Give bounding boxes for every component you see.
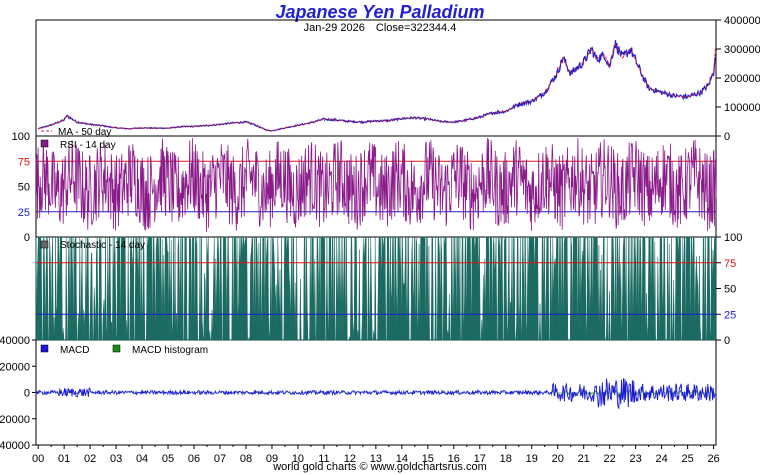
rsi-y-tick-label: 50 — [18, 182, 30, 194]
rsi-y-tick-label: 100 — [12, 131, 30, 143]
chart-subtitle: Jan-29 2026 Close=322344.4 — [0, 22, 760, 34]
x-tick-label: 05 — [162, 453, 174, 465]
stoch-y-tick-label: 25 — [724, 309, 736, 321]
price-y-tick-label: 0 — [724, 131, 730, 143]
x-tick-label: 17 — [474, 453, 486, 465]
price-y-tick-label: 100000 — [724, 102, 760, 114]
x-tick-label: 16 — [448, 453, 460, 465]
macd-y-tick-label: -40000 — [0, 440, 30, 452]
rsi-y-tick-label: 25 — [18, 207, 30, 219]
x-tick-label: 19 — [526, 453, 538, 465]
rsi-y-tick-label: 75 — [18, 156, 30, 168]
price-line — [38, 40, 716, 132]
chart-title: Japanese Yen Palladium — [275, 2, 485, 22]
rsi-legend-swatch — [40, 139, 49, 148]
x-tick-label: 13 — [370, 453, 382, 465]
macd-y-tick-label: 0 — [24, 388, 30, 400]
stochastic-area — [35, 236, 717, 341]
x-tick-label: 21 — [578, 453, 590, 465]
x-tick-label: 01 — [58, 453, 70, 465]
rsi-y-tick-label: 0 — [24, 232, 30, 244]
x-tick-label: 23 — [630, 453, 642, 465]
macd-y-tick-label: 40000 — [0, 335, 30, 347]
x-tick-label: 24 — [655, 453, 667, 465]
x-tick-label: 06 — [188, 453, 200, 465]
rsi-line — [35, 137, 717, 232]
x-tick-label: 12 — [344, 453, 356, 465]
subtitle-close: Close=322344.4 — [375, 22, 457, 34]
x-tick-label: 11 — [318, 453, 329, 465]
x-tick-label: 22 — [604, 453, 616, 465]
macd-y-tick-label: -20000 — [0, 414, 30, 426]
x-tick-label: 26 — [707, 453, 719, 465]
stoch-y-tick-label: 100 — [724, 232, 742, 244]
stoch-legend-label: Stochastic - 14 day — [60, 240, 145, 251]
x-tick-label: 02 — [84, 453, 96, 465]
macd-hist-legend-label: MACD histogram — [132, 345, 208, 356]
x-tick-label: 08 — [240, 453, 252, 465]
stoch-legend-swatch — [40, 240, 49, 249]
ma-50-line — [38, 41, 717, 132]
subtitle-date: Jan-29 2026 — [303, 22, 365, 34]
chart-footer: world gold charts © www.goldchartsrus.co… — [273, 461, 487, 473]
x-tick-label: 04 — [136, 453, 148, 465]
x-tick-label: 09 — [266, 453, 278, 465]
x-tick-label: 14 — [396, 453, 408, 465]
panel-frame-price — [35, 19, 717, 137]
x-tick-label: 07 — [214, 453, 226, 465]
price-y-tick-label: 200000 — [724, 73, 760, 85]
x-tick-label: 18 — [500, 453, 512, 465]
macd-y-tick-label: 20000 — [0, 361, 30, 373]
macd-legend-label: MACD — [60, 345, 89, 356]
x-tick-label: 25 — [681, 453, 693, 465]
macd-line — [35, 378, 717, 410]
x-tick-label: 20 — [552, 453, 564, 465]
macd-hist-legend-swatch — [112, 344, 121, 353]
price-y-tick-label: 400000 — [724, 15, 760, 27]
price-y-tick-label: 300000 — [724, 44, 760, 56]
stoch-y-tick-label: 50 — [724, 284, 736, 296]
rsi-legend-label: RSI - 14 day — [60, 140, 116, 151]
x-tick-label: 15 — [422, 453, 434, 465]
macd-legend-swatch — [40, 344, 49, 353]
x-tick-label: 03 — [110, 453, 122, 465]
stoch-y-tick-label: 75 — [724, 258, 736, 270]
ma-legend-label: MA - 50 day — [58, 127, 111, 138]
x-tick-label: 00 — [32, 453, 44, 465]
x-tick-label: 10 — [292, 453, 304, 465]
stoch-y-tick-label: 0 — [724, 335, 730, 347]
